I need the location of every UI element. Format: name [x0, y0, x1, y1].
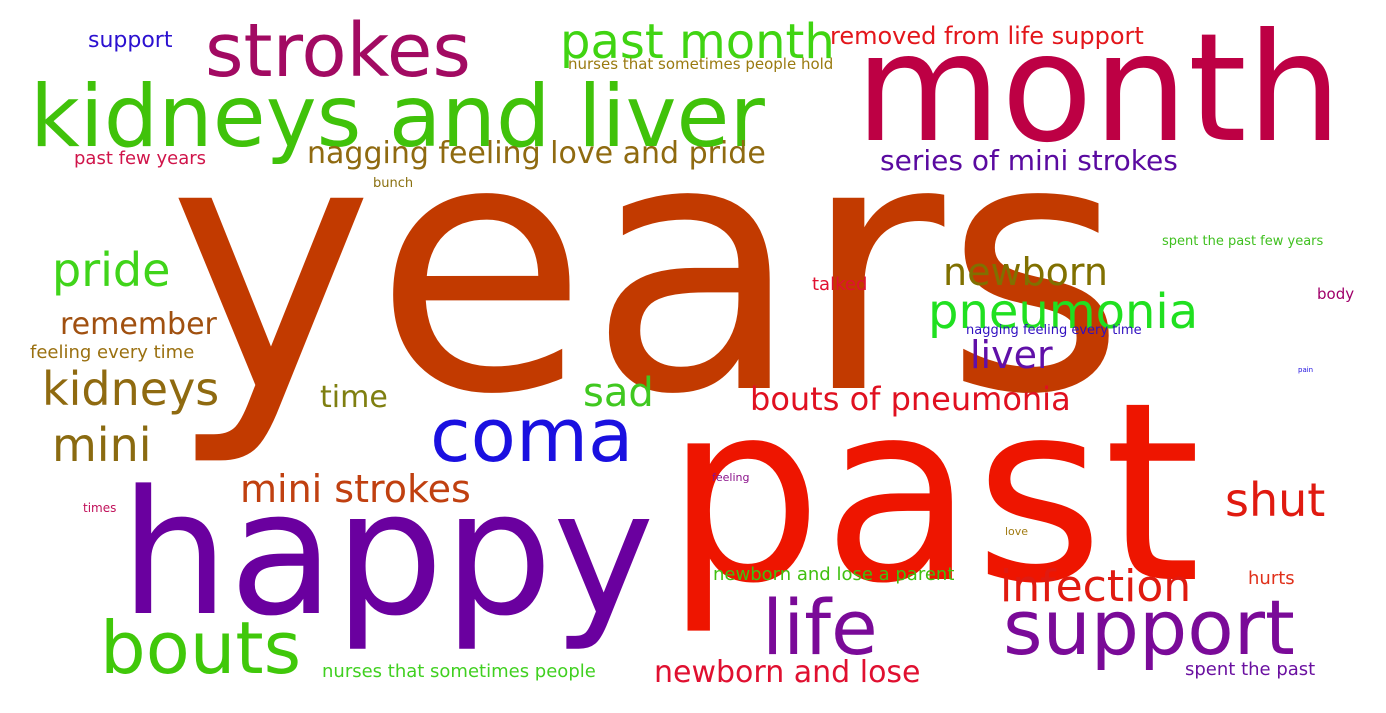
word-kidneys: kidneys	[42, 362, 220, 416]
word-spent-the-past: spent the past	[1185, 659, 1316, 680]
word-mini-strokes: mini strokes	[240, 467, 471, 511]
word-mini: mini	[52, 418, 152, 472]
word-talked: talked	[812, 274, 868, 295]
word-newborn-and-lose-a-parent: newborn and lose a parent	[713, 564, 955, 585]
word-newborn: newborn	[943, 250, 1108, 294]
word-hurts: hurts	[1248, 568, 1295, 589]
word-shut: shut	[1225, 473, 1326, 527]
word-past-few-years: past few years	[74, 148, 207, 169]
word-life: life	[762, 583, 878, 672]
word-bouts-of-pneumonia: bouts of pneumonia	[750, 380, 1071, 418]
word-series-of-mini-strokes: series of mini strokes	[880, 144, 1178, 177]
word-love: love	[1005, 525, 1029, 538]
word-feeling: feeling	[712, 471, 750, 484]
word-past-month: past month	[560, 14, 835, 70]
word-bunch: bunch	[373, 176, 414, 191]
word-spent-the-past-few-years: spent the past few years	[1162, 234, 1324, 249]
word-month: month	[855, 2, 1342, 176]
word-support: support	[88, 28, 173, 53]
word-pride: pride	[52, 243, 171, 297]
word-pneumonia: pneumonia	[928, 284, 1199, 340]
word-pain: pain	[1298, 366, 1314, 374]
word-removed-from-life-support: removed from life support	[830, 22, 1144, 50]
word-newborn-and-lose: newborn and lose	[654, 655, 921, 690]
word-time: time	[320, 380, 388, 415]
word-kidneys-and-liver: kidneys and liver	[30, 67, 765, 167]
word-years: years	[168, 66, 1126, 471]
word-nurses-that-sometimes-people-hold: nurses that sometimes people hold	[568, 55, 834, 73]
word-nurses-that-sometimes-people: nurses that sometimes people	[322, 661, 596, 682]
word-times: times	[83, 501, 117, 515]
word-happy: happy	[120, 453, 655, 654]
word-support-large: support	[1003, 583, 1295, 672]
word-bouts: bouts	[100, 606, 302, 690]
word-past: past	[665, 350, 1201, 638]
word-infection: infection	[1000, 561, 1192, 612]
word-sad: sad	[583, 370, 654, 416]
word-strokes: strokes	[205, 8, 471, 94]
word-remember: remember	[60, 307, 217, 342]
word-coma: coma	[430, 393, 634, 479]
word-feeling-every-time: feeling every time	[30, 342, 195, 363]
word-nagging-feeling-love-and-pride: nagging feeling love and pride	[307, 136, 766, 171]
word-nagging-feeling-every-time: nagging feeling every time	[966, 323, 1142, 338]
word-body: body	[1317, 285, 1355, 303]
word-liver: liver	[970, 333, 1053, 377]
